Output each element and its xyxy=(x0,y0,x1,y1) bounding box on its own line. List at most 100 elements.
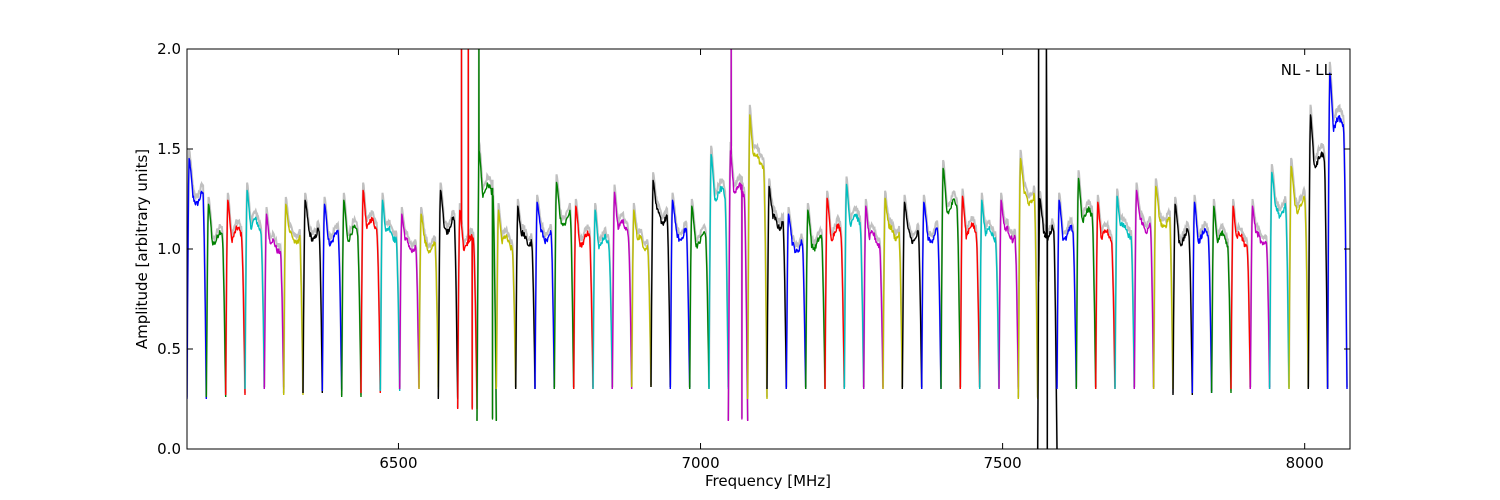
channel-line-38 xyxy=(921,201,942,390)
channel-line-31 xyxy=(785,213,807,390)
background-line-22 xyxy=(611,184,633,388)
channel-line-34 xyxy=(843,183,865,390)
background-line-23 xyxy=(630,202,652,386)
channel-line-51 xyxy=(1172,203,1193,396)
channel-line-17 xyxy=(515,205,536,390)
y-tick-label-1: 0.5 xyxy=(157,340,181,358)
channel-line-45 xyxy=(1056,199,1077,390)
baseline-annotation: NL - LL xyxy=(1281,61,1333,79)
plot-area: 6500 7000 7500 8000 0.0 0.5 1.0 1.5 2.0 xyxy=(157,40,1351,472)
background-line-47 xyxy=(1094,194,1116,388)
channel-line-8 xyxy=(341,199,362,398)
background-line-31 xyxy=(785,206,807,388)
y-tick-label-4: 2.0 xyxy=(157,40,181,58)
background-line-12 xyxy=(418,206,440,388)
background-line-27 xyxy=(708,145,730,388)
background-line-7 xyxy=(321,196,343,390)
channel-line-26 xyxy=(689,205,710,390)
background-line-24 xyxy=(650,172,672,386)
channel-line-1 xyxy=(205,203,227,398)
background-line-0 xyxy=(187,149,208,398)
background-line-51 xyxy=(1172,196,1194,394)
channel-line-33 xyxy=(824,197,845,390)
channel-line-0 xyxy=(187,157,207,400)
channel-line-21 xyxy=(592,209,613,390)
background-line-37 xyxy=(901,194,923,388)
channel-line-28 xyxy=(727,49,749,422)
background-line-39 xyxy=(940,159,962,388)
channel-line-50 xyxy=(1152,185,1174,390)
channel-line-57 xyxy=(1288,165,1309,390)
channel-line-55 xyxy=(1249,205,1271,390)
x-tick-label-3: 8000 xyxy=(1286,454,1324,472)
channel-line-59 xyxy=(1326,72,1348,390)
background-line-50 xyxy=(1152,178,1174,388)
channel-line-41 xyxy=(979,199,1000,390)
channel-line-29 xyxy=(747,114,768,400)
y-tick-label-0: 0.0 xyxy=(157,440,181,458)
background-line-45 xyxy=(1056,192,1078,388)
background-line-13 xyxy=(437,182,459,398)
channel-line-15 xyxy=(476,49,497,422)
channel-line-32 xyxy=(805,209,826,390)
channel-line-25 xyxy=(669,199,691,390)
channel-line-52 xyxy=(1191,201,1213,394)
channel-line-49 xyxy=(1133,189,1155,390)
background-line-8 xyxy=(340,192,362,396)
x-tick-label-1: 7000 xyxy=(681,454,719,472)
background-line-59 xyxy=(1326,61,1348,388)
channel-line-54 xyxy=(1230,205,1251,390)
channel-line-47 xyxy=(1095,201,1116,390)
background-line-18 xyxy=(534,194,556,388)
background-line-5 xyxy=(282,196,304,394)
background-line-54 xyxy=(1230,198,1252,388)
channel-line-23 xyxy=(631,209,652,388)
x-axis-label: Frequency [MHz] xyxy=(705,472,831,490)
background-line-53 xyxy=(1210,198,1232,392)
background-line-1 xyxy=(205,196,227,396)
x-tick-label-2: 7500 xyxy=(984,454,1022,472)
background-line-32 xyxy=(804,202,826,388)
channel-line-19 xyxy=(553,181,575,390)
channel-line-36 xyxy=(882,197,903,390)
channel-line-12 xyxy=(418,213,439,390)
channel-line-53 xyxy=(1210,205,1232,394)
background-line-30 xyxy=(766,178,788,388)
background-line-42 xyxy=(998,192,1020,388)
channel-line-35 xyxy=(863,205,884,390)
background-line-29 xyxy=(746,104,768,398)
channel-line-48 xyxy=(1114,195,1135,390)
background-line-44 xyxy=(1036,49,1058,449)
channel-line-44 xyxy=(1037,49,1058,449)
x-tick-label-0: 6500 xyxy=(379,454,417,472)
background-line-20 xyxy=(572,198,594,388)
background-line-3 xyxy=(244,182,266,388)
channel-series xyxy=(187,49,1348,449)
background-line-11 xyxy=(398,206,420,388)
channel-line-18 xyxy=(534,201,555,390)
series-layer xyxy=(187,49,1348,449)
y-tick-label-2: 1.0 xyxy=(157,240,181,258)
background-line-43 xyxy=(1017,149,1039,398)
channel-line-37 xyxy=(901,201,923,390)
channel-line-4 xyxy=(263,213,285,390)
background-line-26 xyxy=(688,198,710,388)
channel-line-22 xyxy=(611,191,633,390)
background-line-58 xyxy=(1307,104,1329,388)
ticks-layer: 6500 7000 7500 8000 0.0 0.5 1.0 1.5 2.0 xyxy=(157,40,1350,472)
channel-line-7 xyxy=(321,203,343,392)
channel-line-40 xyxy=(959,195,981,390)
channel-line-30 xyxy=(766,185,787,390)
channel-line-10 xyxy=(379,199,401,392)
channel-line-2 xyxy=(225,199,246,396)
channel-line-16 xyxy=(495,209,517,390)
channel-line-5 xyxy=(283,203,304,396)
channel-line-43 xyxy=(1017,157,1039,400)
channel-line-58 xyxy=(1307,114,1329,390)
y-tick-label-3: 1.5 xyxy=(157,140,181,158)
channel-line-24 xyxy=(650,179,671,388)
channel-line-6 xyxy=(302,199,323,394)
channel-line-46 xyxy=(1075,177,1097,390)
background-line-17 xyxy=(514,198,536,388)
